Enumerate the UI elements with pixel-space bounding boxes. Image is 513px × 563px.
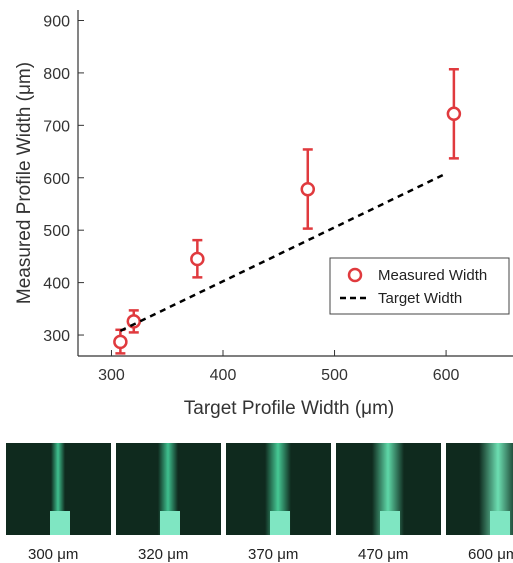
target-width-line — [119, 174, 444, 332]
nozzle — [490, 511, 510, 535]
legend-box — [329, 257, 510, 315]
measured-marker — [113, 334, 128, 350]
y-tick-label: 500 — [43, 223, 70, 240]
legend-label: Target Width — [378, 290, 462, 307]
x-tick-label: 400 — [210, 367, 237, 384]
legend-marker-swatch — [347, 267, 363, 283]
x-tick-label: 600 — [433, 367, 460, 384]
nozzle — [270, 511, 290, 535]
nozzle — [160, 511, 180, 535]
y-tick-label: 600 — [43, 171, 70, 188]
y-tick-label: 900 — [43, 13, 70, 30]
axes: 300 400 500 600 300 400 500 600 700 800 900 — [43, 10, 513, 384]
photo-strip — [0, 443, 513, 535]
measured-point — [446, 67, 462, 160]
photo-label: 370 μm — [248, 546, 299, 563]
photo-label: 300 μm — [28, 546, 79, 563]
photo-label: 320 μm — [138, 546, 189, 563]
x-tick-label: 500 — [321, 367, 348, 384]
chart-marks — [113, 67, 462, 355]
y-axis-title: Measured Profile Width (μm) — [14, 62, 35, 304]
measured-point — [126, 309, 142, 334]
sample-photo — [336, 443, 441, 535]
measured-point — [190, 238, 205, 279]
measured-point — [300, 148, 316, 230]
legend-label: Measured Width — [378, 267, 487, 284]
y-tick-label: 700 — [43, 118, 70, 135]
scatter-chart: 300 400 500 600 300 400 500 600 700 800 900 Measur… — [14, 10, 513, 419]
nozzle — [50, 511, 70, 535]
y-tick-label: 800 — [43, 66, 70, 83]
measured-marker — [446, 106, 462, 122]
photo-label: 600 μm — [468, 546, 513, 563]
sample-photo — [116, 443, 221, 535]
x-tick-label: 300 — [98, 367, 125, 384]
legend: Measured Width Target Width — [329, 257, 510, 315]
measured-marker — [126, 314, 142, 329]
photo-label: 470 μm — [358, 546, 409, 563]
x-axis-title: Target Profile Width (μm) — [184, 398, 395, 419]
sample-photo — [226, 443, 331, 535]
measured-point — [113, 328, 128, 355]
y-tick-label: 400 — [43, 276, 70, 293]
measured-marker — [190, 251, 205, 267]
sample-photo — [446, 443, 513, 535]
sample-photo — [6, 443, 111, 535]
nozzle — [380, 511, 400, 535]
measured-marker — [300, 182, 316, 197]
y-tick-label: 300 — [43, 328, 70, 345]
